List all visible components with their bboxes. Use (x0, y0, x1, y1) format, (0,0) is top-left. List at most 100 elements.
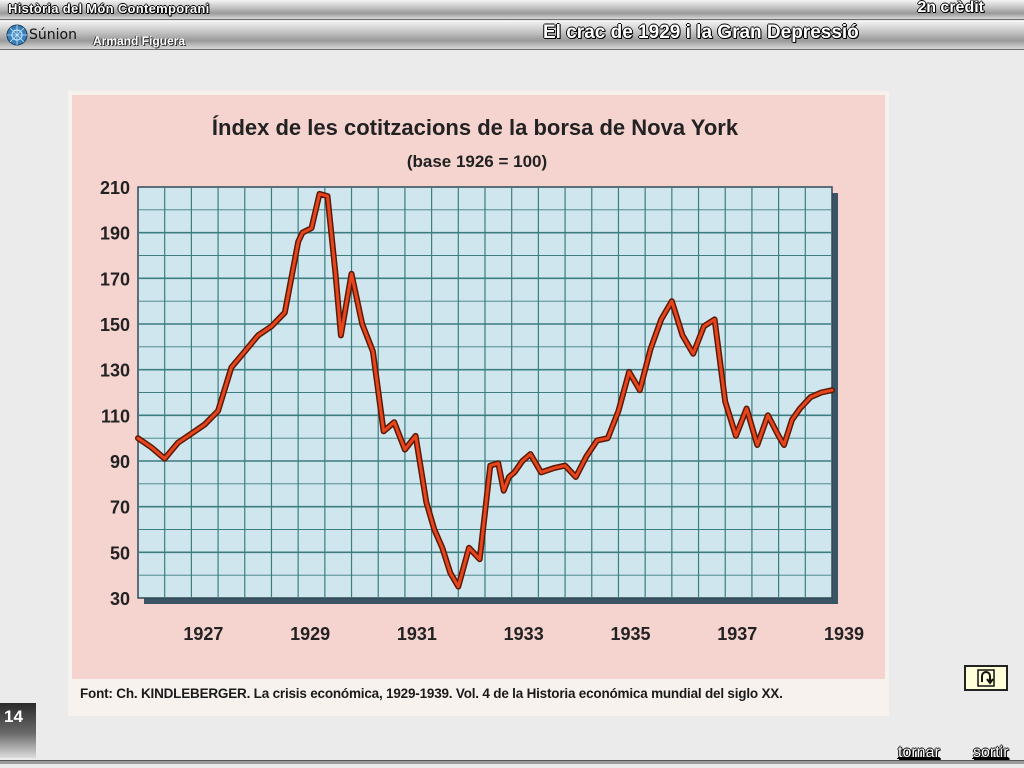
data-point (467, 546, 471, 549)
data-point (270, 325, 273, 328)
data-point (521, 459, 524, 463)
data-point (301, 231, 304, 234)
bottom-divider (0, 760, 1024, 764)
data-point (478, 557, 481, 561)
chart-title: Índex de les cotitzacions de la borsa de… (212, 115, 739, 140)
data-point (627, 370, 631, 374)
data-point (745, 407, 748, 410)
data-point (681, 334, 684, 337)
data-point (256, 334, 260, 337)
x-tick-label: 1933 (504, 624, 544, 644)
data-point (638, 389, 642, 392)
data-point (702, 325, 706, 328)
data-point (595, 439, 599, 442)
data-point (361, 322, 364, 326)
data-point (606, 436, 609, 440)
data-point (502, 489, 505, 492)
x-tick-label: 1929 (290, 624, 330, 644)
data-point (649, 347, 652, 351)
y-tick-label: 90 (110, 452, 130, 472)
data-point (190, 432, 193, 435)
data-point (507, 475, 511, 479)
data-point (393, 420, 396, 424)
y-tick-label: 70 (110, 498, 130, 518)
data-point (574, 475, 577, 479)
y-tick-label: 50 (110, 543, 130, 563)
chart-card: Índex de les cotitzacions de la borsa de… (68, 91, 889, 716)
data-point (734, 434, 738, 438)
y-tick-label: 110 (101, 406, 130, 426)
data-point (489, 464, 492, 467)
return-button[interactable] (964, 665, 1008, 691)
data-point (553, 466, 556, 470)
data-point (585, 455, 588, 458)
data-point (539, 471, 543, 474)
y-tick-label: 30 (110, 589, 130, 609)
data-point (382, 430, 385, 433)
data-point (414, 434, 417, 438)
x-tick-label: 1939 (824, 624, 864, 644)
data-point (830, 389, 834, 392)
data-point (777, 434, 780, 438)
sortir-link[interactable]: sortir (973, 744, 1009, 761)
x-tick-label: 1931 (397, 624, 437, 644)
data-point (790, 418, 794, 422)
data-point (497, 462, 500, 465)
chart-subtitle: (base 1926 = 100) (407, 152, 547, 171)
data-point (713, 318, 716, 321)
data-point (318, 192, 321, 196)
data-point (529, 452, 532, 456)
data-point (756, 443, 759, 447)
data-point (203, 423, 206, 426)
x-tick-label: 1935 (610, 624, 650, 644)
data-point (350, 272, 353, 275)
data-point (692, 352, 695, 355)
sunion-logo-icon (6, 24, 28, 46)
data-point (371, 350, 375, 353)
data-point (449, 571, 452, 575)
data-point (136, 436, 140, 440)
course-title: Història del Món Contemporani (8, 1, 210, 16)
data-point (163, 457, 166, 460)
data-point (334, 272, 337, 275)
return-arrow-icon (977, 669, 995, 687)
data-point (339, 334, 343, 337)
data-point (176, 441, 180, 444)
chart-source: Font: Ch. KINDLEBERGER. La crisis económ… (80, 686, 783, 701)
data-point (563, 464, 567, 467)
data-point (230, 366, 233, 369)
y-tick-label: 150 (100, 315, 130, 335)
stock-index-chart: Índex de les cotitzacions de la borsa de… (100, 115, 864, 644)
page-number-badge: 14 (0, 703, 36, 758)
data-point (296, 240, 300, 243)
credit-label: 2n crèdit (917, 0, 984, 16)
data-point (403, 448, 407, 451)
data-point (216, 409, 220, 412)
data-point (809, 395, 812, 399)
y-tick-label: 130 (100, 361, 130, 381)
data-point (513, 471, 516, 474)
data-point (425, 500, 428, 504)
data-point (433, 528, 436, 531)
data-point (670, 299, 674, 303)
top-bar (0, 0, 1024, 20)
x-tick-label: 1937 (717, 624, 757, 644)
data-point (782, 443, 786, 447)
author-name: Armand Figuera (93, 34, 186, 48)
data-point (457, 585, 460, 588)
data-point (310, 226, 313, 230)
title-bar (0, 21, 1024, 50)
data-point (441, 546, 444, 549)
data-point (243, 350, 246, 353)
data-point (766, 414, 770, 417)
page-number: 14 (4, 707, 23, 726)
tornar-link[interactable]: tornar (898, 744, 940, 761)
y-tick-label: 190 (100, 224, 130, 244)
y-tick-label: 210 (100, 178, 130, 198)
data-point (798, 407, 802, 410)
data-point (659, 318, 663, 321)
data-point (617, 409, 620, 412)
data-point (724, 400, 727, 403)
page-title: El crac de 1929 i la Gran Depressió (543, 22, 859, 43)
chart-background: Índex de les cotitzacions de la borsa de… (72, 95, 885, 701)
